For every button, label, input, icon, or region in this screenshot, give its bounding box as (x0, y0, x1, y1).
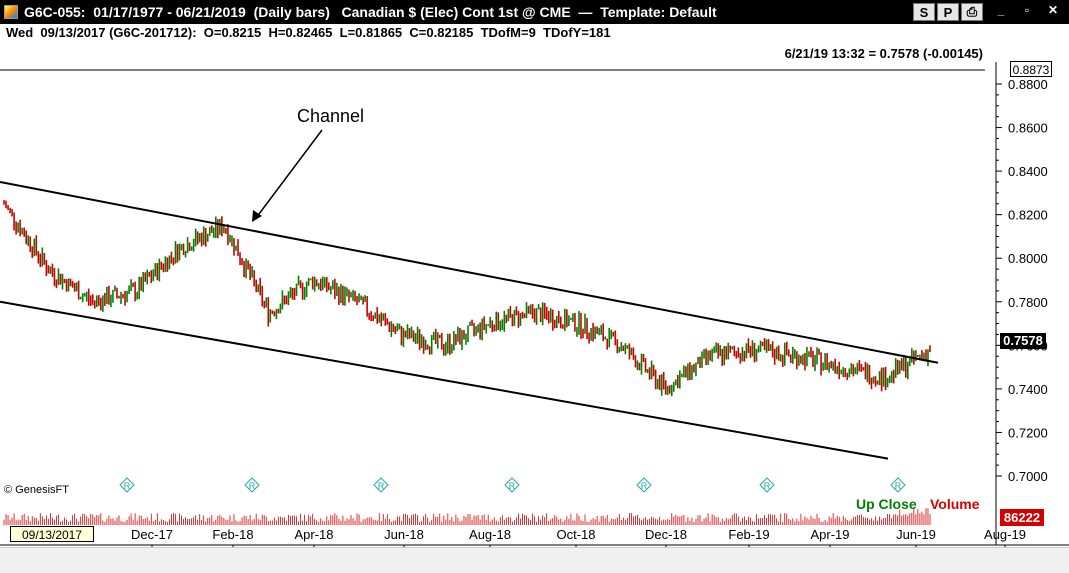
x-tick-label: Oct-18 (556, 527, 595, 542)
rollover-marker-letter: R (509, 481, 516, 491)
x-tick-label: Apr-19 (810, 527, 849, 542)
title-bar: G6C-055: 01/17/1977 - 06/21/2019 (Daily … (0, 0, 1069, 24)
bottom-scroll-strip[interactable] (0, 547, 1069, 573)
rollover-marker-icon (244, 477, 260, 493)
y-tick-label: 0.8200 (1008, 208, 1048, 223)
x-tick-label: Aug-18 (469, 527, 511, 542)
restore-icon[interactable]: ▫ (1024, 3, 1030, 17)
volume-value-box: 86222 (1000, 509, 1044, 526)
close-icon[interactable]: ✕ (1047, 3, 1059, 17)
y-tick-label: 0.7000 (1008, 469, 1048, 484)
x-tick-label: Dec-18 (645, 527, 687, 542)
print-button[interactable]: ⎙ (961, 3, 983, 21)
p-button[interactable]: P (937, 3, 959, 21)
x-tick-label: Apr-18 (294, 527, 333, 542)
rollover-marker-letter: R (378, 481, 385, 491)
channel-line-upper[interactable] (0, 181, 939, 364)
x-tick-label: Dec-17 (131, 527, 173, 542)
rollover-marker-icon (119, 477, 135, 493)
arrow-head (252, 210, 262, 222)
annotation-arrow (255, 129, 323, 219)
y-tick-label: 0.7800 (1008, 295, 1048, 310)
channel-annotation: Channel (297, 106, 365, 126)
rollover-marker-icon (636, 477, 652, 493)
y-tick-label: 0.8400 (1008, 164, 1048, 179)
rollover-marker-letter: R (764, 481, 771, 491)
copyright-text: © GenesisFT (4, 484, 69, 496)
rollover-marker-letter: R (895, 481, 902, 491)
legend-volume: Volume (930, 496, 980, 512)
x-tick-label: Jun-18 (384, 527, 424, 542)
s-button[interactable]: S (913, 3, 935, 21)
x-tick-label: Feb-18 (212, 527, 253, 542)
current-date-box: 09/13/2017 (10, 526, 94, 542)
x-tick-label: Aug-19 (984, 527, 1026, 542)
rollover-marker-icon (373, 477, 389, 493)
rollover-marker-letter: R (641, 481, 648, 491)
rollover-marker-letter: R (249, 481, 256, 491)
app-icon (4, 5, 18, 19)
legend-up-close: Up Close (856, 496, 917, 512)
channel-line-lower[interactable] (0, 300, 889, 460)
rollover-marker-icon (890, 477, 906, 493)
y-tick-label: 0.7200 (1008, 425, 1048, 440)
bar-info-line: Wed 09/13/2017 (G6C-201712): O=0.8215 H=… (0, 24, 1069, 42)
rollover-marker-letter: R (124, 481, 131, 491)
x-tick-label: Jun-19 (896, 527, 936, 542)
minimize-icon[interactable]: _ (997, 3, 1005, 17)
rollover-marker-icon (759, 477, 775, 493)
top-price-box: 0.8873 (1010, 61, 1052, 77)
y-tick-label: 0.7400 (1008, 382, 1048, 397)
rollover-marker-icon (504, 477, 520, 493)
x-tick-label: Feb-19 (728, 527, 769, 542)
price-readout: 6/21/19 13:32 = 0.7578 (-0.00145) (784, 46, 983, 61)
y-tick-label: 0.8000 (1008, 251, 1048, 266)
last-price-box: 0.7578 (1000, 333, 1046, 349)
window-title: G6C-055: 01/17/1977 - 06/21/2019 (Daily … (24, 4, 717, 20)
y-tick-label: 0.8800 (1008, 77, 1048, 92)
y-tick-label: 0.8600 (1008, 121, 1048, 136)
